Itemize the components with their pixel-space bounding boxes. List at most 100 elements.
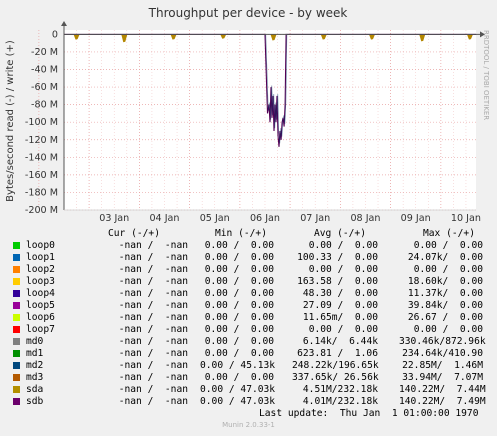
legend-min: 0.00 / 0.00: [204, 264, 274, 275]
x-tick-label: 10 Jan: [451, 213, 481, 224]
legend-header: Cur (-/+) Min (-/+) Avg (-/+) Max (-/+): [0, 228, 497, 240]
axes: [61, 21, 485, 211]
legend-row-md2: md2 -nan / -nan 0.00 / 45.13k 248.22k/196.6…: [0, 360, 497, 372]
legend-avg: 0.00 / 0.00: [308, 264, 378, 275]
legend-max: 33.94M/ 7.07M: [402, 372, 483, 383]
legend-swatch: [13, 374, 20, 381]
legend-max: 24.07k/ 0.00: [407, 252, 483, 263]
legend-cur: -nan / -nan: [118, 384, 188, 395]
legend-max: 234.64k/410.90: [402, 348, 483, 359]
data-spike: [368, 34, 375, 40]
legend-name: sda: [26, 384, 44, 395]
legend-swatch: [13, 314, 20, 321]
legend-max: 0.00 / 0.00: [413, 240, 483, 251]
legend-cur: -nan / -nan: [118, 336, 188, 347]
grid: [38, 30, 476, 211]
y-tick-label: -180 M: [25, 187, 58, 198]
legend-min: 0.00 / 0.00: [204, 372, 274, 383]
legend-avg: 100.33 / 0.00: [297, 252, 378, 263]
x-tick-label: 03 Jan: [99, 213, 129, 224]
last-update: Last update: Thu Jan 1 01:00:00 1970: [259, 408, 479, 419]
legend-row-md0: md0 -nan / -nan 0.00 / 0.00 6.14k/ 6.44k 330…: [0, 336, 497, 348]
legend-swatch: [13, 326, 20, 333]
legend-max: 0.00 / 0.00: [413, 264, 483, 275]
legend-row-md1: md1 -nan / -nan 0.00 / 0.00 623.81 / 1.06 23…: [0, 348, 497, 360]
legend-cur: -nan / -nan: [118, 360, 188, 371]
legend-name: sdb: [26, 396, 44, 407]
legend-row-sda: sda -nan / -nan 0.00 / 47.03k 4.51M/232.18k…: [0, 384, 497, 396]
y-axis-arrow: [61, 21, 67, 26]
legend-min: 0.00 / 0.00: [204, 288, 274, 299]
legend-avg: 163.58 / 0.00: [297, 276, 378, 287]
data-spike: [320, 34, 327, 40]
x-tick-label: 08 Jan: [350, 213, 380, 224]
legend-min: 0.00 / 0.00: [204, 348, 274, 359]
tick-labels: 0 -20 M -40 M -60 M -80 M -100 M -120 M -140 M -…: [25, 29, 481, 224]
legend-row-sdb: sdb -nan / -nan 0.00 / 47.03k 4.01M/232.18k…: [0, 396, 497, 408]
legend-swatch: [13, 254, 20, 261]
legend-cur: -nan / -nan: [118, 252, 188, 263]
legend-min: 0.00 / 47.03k: [200, 384, 276, 395]
legend-max: 11.37k/ 0.00: [407, 288, 483, 299]
legend-avg: 248.22k/196.65k: [292, 360, 379, 371]
legend-cur: -nan / -nan: [118, 324, 188, 335]
legend-row-loop1: loop1 -nan / -nan 0.00 / 0.00 100.33 / 0.00…: [0, 252, 497, 264]
legend-swatch: [13, 242, 20, 249]
y-tick-label: 0: [52, 29, 58, 40]
y-tick-label: -60 M: [31, 82, 58, 93]
legend-avg: 623.81 / 1.06: [297, 348, 378, 359]
legend-cur: -nan / -nan: [118, 240, 188, 251]
legend-min: 0.00 / 0.00: [204, 312, 274, 323]
legend-row-loop0: loop0 -nan / -nan 0.00 / 0.00 0.00 / 0.00 0.…: [0, 240, 497, 252]
side-label: RRDTOOL / TOBI OETIKER: [482, 30, 490, 120]
header-max: Max (-/+): [423, 228, 475, 239]
legend-avg: 337.65k/ 26.56k: [292, 372, 379, 383]
legend-row-loop3: loop3 -nan / -nan 0.00 / 0.00 163.58 / 0.00…: [0, 276, 497, 288]
data-spike: [73, 34, 80, 40]
legend-avg: 4.51M/232.18k: [302, 384, 378, 395]
y-tick-label: -140 M: [25, 152, 58, 163]
x-tick-label: 05 Jan: [200, 213, 230, 224]
legend-row-loop6: loop6 -nan / -nan 0.00 / 0.00 11.65m/ 0.00 2…: [0, 312, 497, 324]
legend-avg: 6.14k/ 6.44k: [302, 336, 378, 347]
legend-min: 0.00 / 0.00: [204, 240, 274, 251]
data-spike: [170, 34, 177, 40]
legend-row-md3: md3 -nan / -nan 0.00 / 0.00 337.65k/ 26.56k…: [0, 372, 497, 384]
legend-min: 0.00 / 47.03k: [200, 396, 276, 407]
legend-min: 0.00 / 0.00: [204, 276, 274, 287]
legend-swatch: [13, 290, 20, 297]
x-axis-arrow: [480, 31, 485, 38]
legend-avg: 48.30 / 0.00: [302, 288, 378, 299]
legend-max: 330.46k/872.96k: [399, 336, 486, 347]
legend-name: loop6: [26, 312, 55, 323]
data-spike: [466, 34, 473, 40]
legend-swatch: [13, 398, 20, 405]
legend-swatch: [13, 350, 20, 357]
legend-min: 0.00 / 0.00: [204, 336, 274, 347]
legend-min: 0.00 / 0.00: [204, 252, 274, 263]
legend-cur: -nan / -nan: [118, 396, 188, 407]
y-tick-label: -160 M: [25, 170, 58, 181]
legend-swatch: [13, 302, 20, 309]
legend-name: md0: [26, 336, 44, 347]
y-tick-label: -200 M: [25, 205, 58, 216]
legend-swatch: [13, 386, 20, 393]
data-spike: [419, 34, 426, 42]
legend-max: 0.00 / 0.00: [413, 324, 483, 335]
legend-name: loop1: [26, 252, 55, 263]
x-tick-label: 06 Jan: [250, 213, 280, 224]
series-layer: [64, 33, 477, 147]
legend-max: 26.67 / 0.00: [407, 312, 483, 323]
y-axis-label: Bytes/second read (-) / write (+): [5, 40, 16, 202]
legend-row-loop4: loop4 -nan / -nan 0.00 / 0.00 48.30 / 0.00 1…: [0, 288, 497, 300]
legend-max: 22.85M/ 1.46M: [402, 360, 483, 371]
y-tick-label: -80 M: [31, 100, 58, 111]
legend-name: md1: [26, 348, 44, 359]
legend-cur: -nan / -nan: [118, 372, 188, 383]
chart-title: Throughput per device - by week: [148, 6, 348, 20]
legend-swatch: [13, 278, 20, 285]
legend-cur: -nan / -nan: [118, 300, 188, 311]
header-cur: Cur (-/+): [108, 228, 160, 239]
chart: Throughput per device - by week RRDTOOL …: [5, 6, 490, 224]
legend-max: 39.84k/ 0.00: [407, 300, 483, 311]
